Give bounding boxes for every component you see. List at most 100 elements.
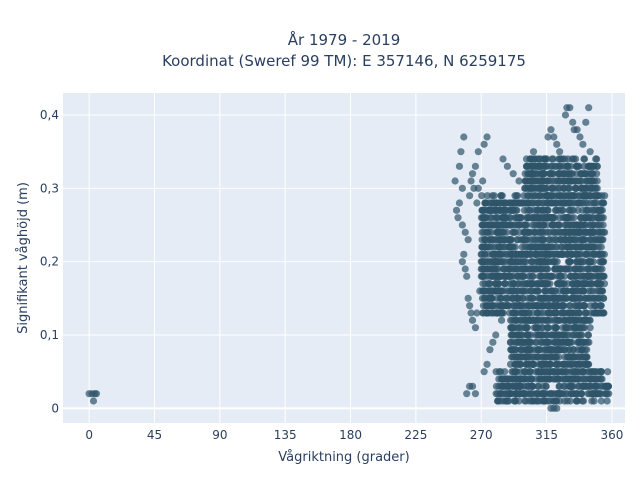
data-point <box>452 206 461 214</box>
data-point <box>539 324 547 332</box>
data-point <box>596 221 605 229</box>
x-tick-label: 135 <box>274 428 297 442</box>
data-point <box>492 258 500 266</box>
data-point <box>464 294 472 302</box>
data-point <box>544 133 552 141</box>
data-point <box>544 228 552 236</box>
data-point <box>528 272 537 280</box>
data-point <box>593 170 601 178</box>
data-point <box>512 199 520 207</box>
data-point <box>464 236 472 244</box>
data-point <box>547 126 555 134</box>
data-point <box>529 192 537 200</box>
data-point <box>574 375 582 383</box>
data-point <box>568 206 576 214</box>
data-point <box>549 155 557 163</box>
data-point <box>544 243 552 251</box>
data-point <box>563 287 571 295</box>
data-point <box>485 280 493 288</box>
data-point <box>499 155 507 163</box>
data-point <box>582 214 591 222</box>
data-point <box>564 250 572 258</box>
data-point <box>516 375 524 383</box>
data-point <box>496 302 504 310</box>
data-point <box>515 294 524 302</box>
data-point <box>548 214 556 222</box>
data-point <box>513 258 522 266</box>
data-point <box>523 324 531 332</box>
data-point <box>591 368 599 376</box>
data-point <box>561 316 570 324</box>
data-point <box>588 206 596 214</box>
data-point <box>548 192 556 200</box>
data-point <box>579 280 587 288</box>
data-point <box>556 177 565 185</box>
data-point <box>536 228 544 236</box>
data-point <box>463 272 471 280</box>
data-point <box>590 302 598 310</box>
data-point <box>454 214 462 222</box>
data-point <box>517 338 526 346</box>
data-point <box>539 184 547 192</box>
data-point <box>531 221 539 229</box>
data-point <box>525 309 533 317</box>
data-point <box>512 390 521 398</box>
data-point <box>505 272 514 280</box>
data-point <box>565 170 573 178</box>
data-point <box>554 170 562 178</box>
data-point <box>513 368 521 376</box>
data-point <box>497 250 505 258</box>
data-point <box>568 309 576 317</box>
data-point <box>491 214 500 222</box>
data-point <box>533 287 541 295</box>
data-point <box>603 382 611 390</box>
x-tick-label: 270 <box>470 428 493 442</box>
data-point <box>523 346 531 354</box>
data-point <box>534 309 542 317</box>
data-point <box>458 184 466 192</box>
data-point <box>480 214 489 222</box>
data-point <box>538 170 546 178</box>
data-point <box>548 177 556 185</box>
data-point <box>457 148 465 156</box>
data-point <box>505 265 513 273</box>
data-point <box>553 331 561 339</box>
data-point <box>505 397 513 405</box>
data-point <box>561 111 570 119</box>
data-point <box>564 192 573 200</box>
data-point <box>508 375 517 383</box>
data-point <box>514 360 522 368</box>
data-point <box>518 221 526 229</box>
data-point <box>541 250 549 258</box>
data-point <box>561 375 569 383</box>
data-point <box>565 353 573 361</box>
data-point <box>474 148 482 156</box>
data-point <box>572 324 580 332</box>
data-point <box>526 338 534 346</box>
x-tick-label: 360 <box>600 428 623 442</box>
data-point <box>542 390 550 398</box>
data-point <box>573 258 582 266</box>
data-point <box>478 272 486 280</box>
data-point <box>495 199 504 207</box>
data-point <box>473 309 481 317</box>
data-point <box>600 228 609 236</box>
data-point <box>487 206 495 214</box>
data-point <box>573 170 581 178</box>
data-point <box>537 280 545 288</box>
data-point <box>496 206 504 214</box>
data-point <box>586 148 594 156</box>
data-point <box>542 272 550 280</box>
data-point <box>520 228 529 236</box>
data-point <box>566 243 575 251</box>
data-point <box>579 353 588 361</box>
data-point <box>580 272 588 280</box>
data-point <box>556 148 564 156</box>
data-point <box>488 221 496 229</box>
data-point <box>471 162 480 170</box>
data-points <box>85 104 613 412</box>
data-point <box>570 155 578 163</box>
data-point <box>547 309 555 317</box>
data-point <box>526 228 534 236</box>
data-point <box>482 309 491 317</box>
